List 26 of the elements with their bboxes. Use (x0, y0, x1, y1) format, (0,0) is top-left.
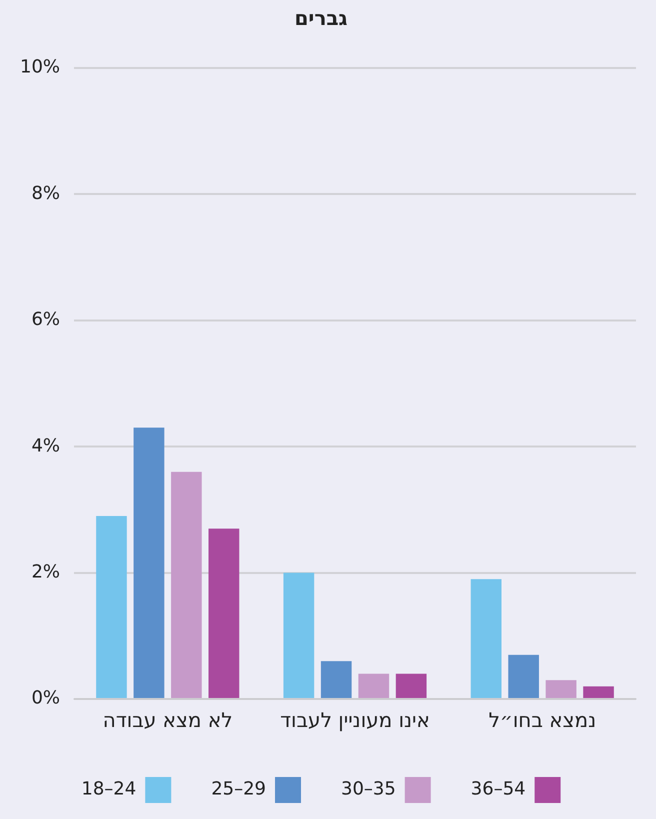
bar (508, 654, 539, 698)
y-tick-label: 10% (20, 56, 60, 78)
bar (171, 472, 202, 698)
legend-label: 25–29 (211, 778, 266, 800)
bar (96, 516, 127, 698)
legend-label: 18–24 (81, 778, 136, 800)
bar (208, 528, 240, 698)
y-tick-label: 2% (31, 561, 60, 582)
bar (583, 686, 614, 698)
chart-title: גברים (294, 6, 348, 30)
bar (358, 674, 390, 698)
x-tick-label: אינו מעוניין לעבוד (280, 708, 430, 732)
bar (470, 579, 502, 698)
x-tick-label: נמצא בחו״ל (488, 708, 596, 732)
y-tick-label: 6% (31, 309, 60, 330)
x-tick-label: לא מצא עבודה (102, 708, 233, 732)
bar (546, 680, 576, 698)
bar (320, 661, 352, 698)
bar (396, 674, 427, 698)
y-tick-label: 8% (31, 182, 60, 204)
bar (283, 572, 314, 698)
legend-label: 36–54 (470, 778, 526, 800)
legend-label: 30–35 (340, 778, 396, 800)
y-tick-label: 4% (31, 435, 60, 456)
y-tick-label: 0% (31, 688, 60, 709)
bar (134, 428, 164, 698)
